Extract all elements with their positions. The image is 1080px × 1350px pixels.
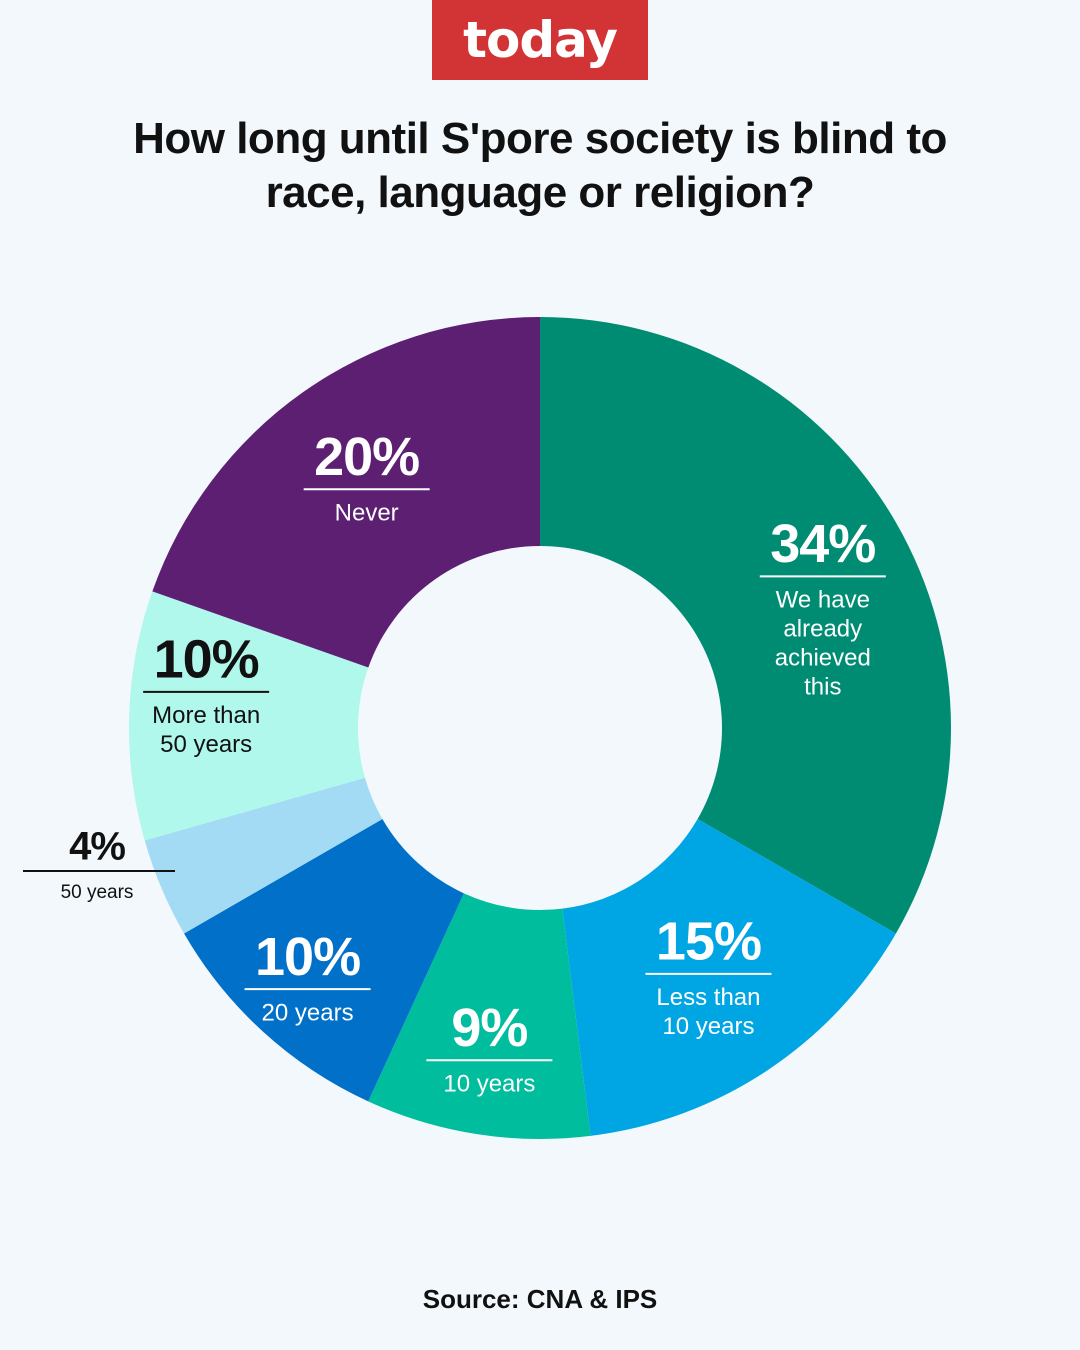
category-label: Less than bbox=[656, 984, 760, 1011]
category-label: 50 years bbox=[61, 882, 134, 903]
value-label: 34% bbox=[770, 514, 875, 574]
label-50-years: 4% 50 years bbox=[23, 824, 175, 903]
label-10-years: 9% 10 years bbox=[426, 998, 553, 1097]
slice-20-years bbox=[184, 819, 464, 1102]
value-label: 10% bbox=[255, 927, 360, 987]
category-label: 20 years bbox=[262, 999, 354, 1026]
label-20-years: 10% 20 years bbox=[244, 927, 371, 1026]
slices bbox=[128, 317, 951, 1140]
slice-more-than-50-years bbox=[128, 591, 369, 841]
value-label: 15% bbox=[656, 912, 761, 972]
category-label: Never bbox=[335, 499, 399, 526]
value-label: 10% bbox=[154, 630, 259, 690]
slice-10-years bbox=[368, 893, 591, 1140]
today-logo: today bbox=[432, 0, 648, 80]
slice-less-than-10-years bbox=[562, 819, 896, 1136]
category-label: this bbox=[804, 674, 841, 701]
label-never: 20% Never bbox=[303, 427, 430, 526]
value-label: 4% bbox=[69, 824, 125, 868]
category-label: already bbox=[783, 616, 862, 643]
slice-we-have-already-achieved-this bbox=[540, 317, 951, 934]
category-label: More than bbox=[152, 702, 260, 729]
slice-50-years bbox=[144, 777, 383, 934]
title-line-1: How long until S'pore society is blind t… bbox=[133, 114, 947, 163]
category-label: We have bbox=[776, 587, 870, 614]
category-label: 10 years bbox=[662, 1013, 754, 1040]
title-line-2: race, language or religion? bbox=[265, 168, 815, 217]
value-label: 20% bbox=[314, 427, 419, 487]
source-note: Source: CNA & IPS bbox=[422, 1284, 658, 1314]
chart-title: How long until S'pore society is blind t… bbox=[40, 112, 1040, 220]
category-label: 50 years bbox=[160, 731, 252, 758]
value-label: 9% bbox=[451, 998, 527, 1058]
slice-never bbox=[152, 317, 540, 668]
category-label: achieved bbox=[775, 645, 871, 672]
category-label: 10 years bbox=[443, 1070, 535, 1097]
